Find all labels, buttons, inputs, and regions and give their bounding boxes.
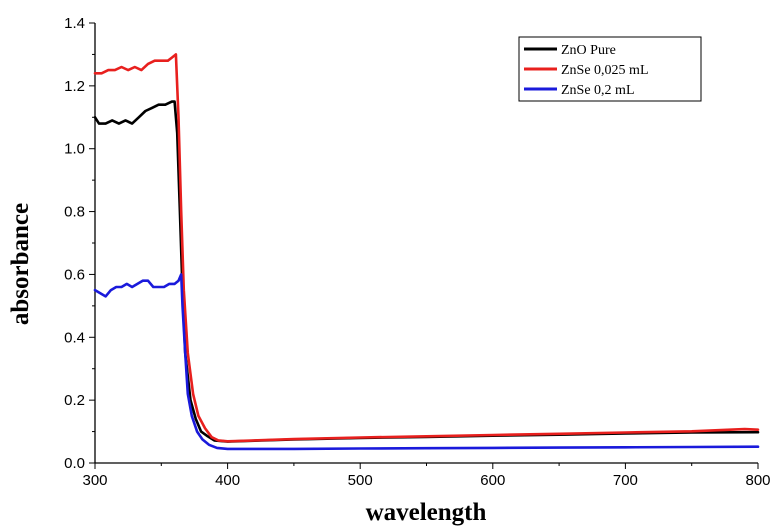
legend: ZnO Pure ZnSe 0,025 mL ZnSe 0,2 mL bbox=[518, 36, 702, 102]
x-tick-label: 400 bbox=[215, 472, 240, 489]
x-axis-title: wavelength bbox=[366, 499, 487, 526]
y-axis: 0.0 0.2 0.4 0.6 0.8 1.0 1.2 1.4 bbox=[64, 15, 95, 472]
x-tick-label: 800 bbox=[745, 472, 770, 489]
y-tick-label: 1.4 bbox=[64, 15, 85, 32]
series-line-2 bbox=[93, 53, 760, 443]
y-tick-label: 0.8 bbox=[64, 204, 85, 221]
y-tick-label: 0.4 bbox=[64, 329, 85, 346]
y-tick-label: 1.0 bbox=[64, 141, 85, 158]
y-tick-label: 1.2 bbox=[64, 78, 85, 95]
x-tick-label: 300 bbox=[82, 472, 107, 489]
series-layer bbox=[93, 53, 760, 451]
y-tick-label: 0.0 bbox=[64, 455, 85, 472]
x-tick-label: 500 bbox=[348, 472, 373, 489]
x-tick-label: 600 bbox=[480, 472, 505, 489]
y-tick-label: 0.6 bbox=[64, 266, 85, 283]
legend-label-3: ZnSe 0,2 mL bbox=[561, 83, 635, 98]
series-line-1 bbox=[93, 100, 760, 443]
series-line-3 bbox=[93, 273, 760, 451]
x-axis: 300 400 500 600 700 800 bbox=[82, 463, 771, 489]
legend-label-2: ZnSe 0,025 mL bbox=[561, 63, 649, 78]
y-tick-label: 0.2 bbox=[64, 392, 85, 409]
y-axis-title: absorbance bbox=[7, 203, 34, 325]
x-tick-label: 700 bbox=[613, 472, 638, 489]
legend-label-1: ZnO Pure bbox=[561, 43, 616, 58]
